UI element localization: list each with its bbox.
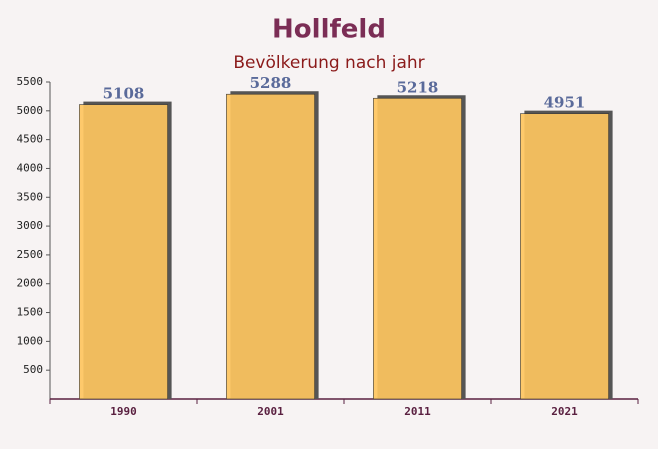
bar — [373, 97, 462, 400]
y-tick-label: 4000 — [17, 161, 44, 174]
chart-subtitle: Bevölkerung nach jahr — [233, 53, 424, 73]
x-tick-label: 2001 — [257, 405, 284, 418]
y-tick-label: 4500 — [17, 133, 44, 146]
bar — [226, 93, 315, 400]
x-tick-label: 1990 — [110, 405, 137, 418]
chart-title: Hollfeld — [272, 15, 386, 45]
y-tick-label: 5500 — [17, 75, 44, 88]
x-tick-label: 2021 — [551, 405, 578, 418]
y-tick-label: 2500 — [17, 248, 44, 261]
y-tick-label: 2000 — [17, 277, 44, 290]
y-tick-label: 5000 — [17, 104, 44, 117]
y-tick-label: 3500 — [17, 190, 44, 203]
value-label: 5288 — [250, 74, 292, 92]
bar — [520, 113, 609, 400]
x-tick-label: 2011 — [404, 405, 431, 418]
value-label: 4951 — [544, 94, 586, 112]
y-tick-label: 1500 — [17, 306, 44, 319]
y-tick-label: 500 — [23, 363, 43, 376]
y-tick-label: 1000 — [17, 334, 44, 347]
bar — [79, 104, 168, 400]
value-label: 5108 — [103, 85, 145, 103]
y-tick-label: 3000 — [17, 219, 44, 232]
value-label: 5218 — [397, 78, 439, 96]
